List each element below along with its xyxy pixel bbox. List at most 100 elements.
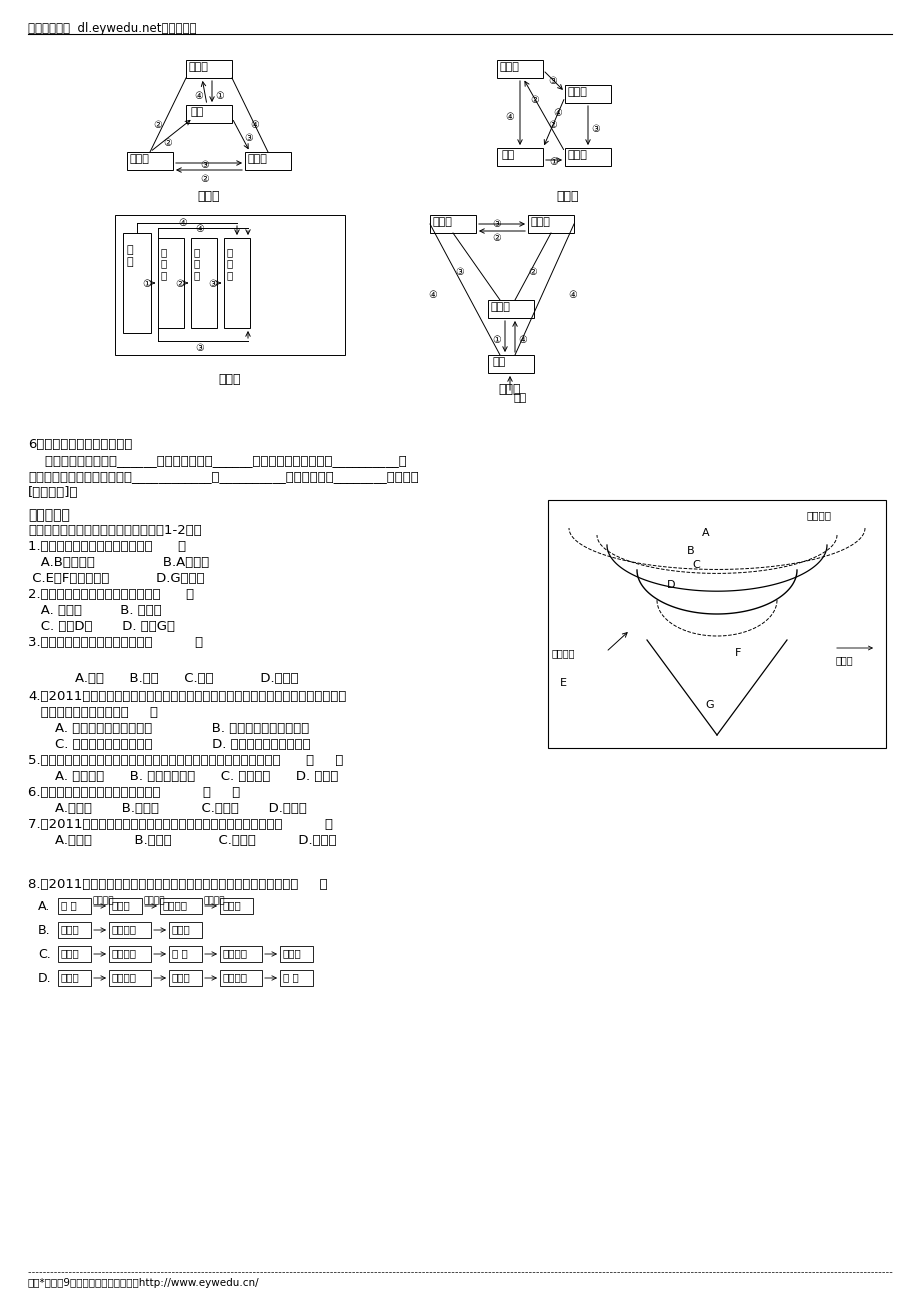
Text: 大气上界: 大气上界	[806, 510, 831, 519]
Text: ④: ④	[427, 290, 437, 299]
Text: 岩浆岩: 岩浆岩	[491, 302, 510, 312]
Text: 岩 浆: 岩 浆	[283, 973, 299, 982]
Text: 变质岩: 变质岩	[433, 217, 452, 227]
Bar	[279, 947, 312, 962]
Text: ③: ③	[455, 267, 463, 277]
Text: 岩
浆
岩: 岩 浆 岩	[161, 247, 167, 280]
Bar	[496, 60, 542, 78]
Text: ②: ②	[528, 267, 536, 277]
Text: C: C	[691, 560, 699, 570]
Text: 右图为地球圈层结构示意图，读图完成1-2题。: 右图为地球圈层结构示意图，读图完成1-2题。	[28, 523, 201, 536]
Text: 4.（2011年盐城学业水平测试）地球的外部圈层可以分为大气圈、水圈和生物圈。其: 4.（2011年盐城学业水平测试）地球的外部圈层可以分为大气圈、水圈和生物圈。其	[28, 690, 346, 703]
Text: E: E	[560, 678, 566, 687]
Text: 变式四: 变式四	[498, 383, 521, 396]
Bar	[564, 85, 610, 103]
Text: ②: ②	[163, 138, 172, 148]
Text: 地幔: 地幔	[514, 393, 527, 404]
Text: 7.（2011年宜兴学业水平测试）下列岩石是由外力作用形成的是（          ）: 7.（2011年宜兴学业水平测试）下列岩石是由外力作用形成的是（ ）	[28, 818, 333, 831]
Text: 重熔再生: 重熔再生	[112, 948, 137, 958]
Bar	[58, 898, 91, 914]
Bar	[58, 947, 91, 962]
Bar	[108, 898, 142, 914]
Bar	[220, 898, 253, 914]
Text: 6.具有岩层和含有化石的岩石类型是          （     ）: 6.具有岩层和含有化石的岩石类型是 （ ）	[28, 786, 240, 799]
Text: A.地壳      B.地幔      C.地核           D.岩石圈: A.地壳 B.地幔 C.地核 D.岩石圈	[75, 672, 299, 685]
Text: 实现了地区间之、圈层之间的____________和__________，从而改变了________的环境。: 实现了地区间之、圈层之间的____________和__________，从而改…	[28, 470, 418, 483]
Text: ②: ②	[548, 120, 556, 130]
Text: ③: ③	[208, 279, 217, 289]
Text: 教师*全科【9门】：免注册，不收费！http://www.eywedu.cn/: 教师*全科【9门】：免注册，不收费！http://www.eywedu.cn/	[28, 1279, 259, 1288]
Bar	[279, 970, 312, 986]
Text: 沉积岩: 沉积岩	[567, 87, 587, 98]
Bar	[108, 922, 151, 937]
Text: C.E、F合为岩石圈           D.G为地核: C.E、F合为岩石圈 D.G为地核	[28, 572, 204, 585]
Text: 沉积岩: 沉积岩	[61, 973, 80, 982]
Bar	[496, 148, 542, 165]
Text: 变质岩: 变质岩	[172, 973, 190, 982]
Text: 变质岩: 变质岩	[499, 62, 519, 72]
Text: 变质岩: 变质岩	[222, 900, 242, 910]
Text: ②: ②	[492, 233, 500, 243]
Text: ①: ①	[142, 279, 151, 289]
Text: 8.（2011年溧水学业水平测试）关于地壳物质循环过程的正确叙述是（     ）: 8.（2011年溧水学业水平测试）关于地壳物质循环过程的正确叙述是（ ）	[28, 878, 327, 891]
Text: 岩浆岩: 岩浆岩	[61, 924, 80, 934]
Text: 岩浆: 岩浆	[191, 107, 204, 117]
Text: ③: ③	[590, 124, 599, 134]
Text: ②: ②	[175, 279, 184, 289]
Text: ④: ④	[552, 108, 562, 118]
Text: 沉积作用: 沉积作用	[93, 896, 114, 905]
Text: 变质作用: 变质作用	[112, 924, 137, 934]
Text: D.: D.	[38, 973, 51, 986]
Text: 沉积岩: 沉积岩	[130, 154, 150, 164]
Text: 重熔再生: 重熔再生	[163, 900, 187, 910]
Text: ③: ③	[548, 76, 556, 86]
Text: G: G	[704, 700, 713, 710]
Text: ④: ④	[505, 112, 513, 122]
Text: ④: ④	[195, 224, 203, 234]
Bar	[115, 215, 345, 355]
Text: ③: ③	[199, 160, 209, 171]
Text: 沉积岩: 沉积岩	[112, 900, 130, 910]
Text: 中地球上的水圈是一个（     ）: 中地球上的水圈是一个（ ）	[28, 706, 158, 719]
Text: A.喷出岩       B.侵入岩          C.沉积岩       D.变质岩: A.喷出岩 B.侵入岩 C.沉积岩 D.变质岩	[55, 802, 307, 815]
Text: ①: ①	[549, 158, 557, 167]
Text: A.花岗岩          B.玄武岩           C.沉积岩          D.变质岩: A.花岗岩 B.玄武岩 C.沉积岩 D.变质岩	[55, 835, 336, 848]
Bar	[487, 299, 533, 318]
Text: 变
质
岩: 变 质 岩	[227, 247, 233, 280]
Text: ③: ③	[244, 133, 253, 143]
Text: 变式三: 变式三	[219, 372, 241, 385]
Bar	[169, 970, 202, 986]
Text: B: B	[686, 546, 694, 556]
Text: A: A	[701, 529, 709, 538]
Text: D: D	[666, 579, 675, 590]
Bar	[186, 60, 232, 78]
Text: 岩
浆: 岩 浆	[127, 245, 133, 267]
Text: ③: ③	[195, 342, 203, 353]
Bar	[58, 922, 91, 937]
Text: C. 连续的，有规则的圈层              D. 不连续，不规则的圈层: C. 连续的，有规则的圈层 D. 不连续，不规则的圈层	[55, 738, 311, 751]
Bar	[220, 970, 262, 986]
Text: 3.地球内部圈层中厚度最小的是（          ）: 3.地球内部圈层中厚度最小的是（ ）	[28, 635, 203, 648]
Text: A. 不连续，有规则的圈层              B. 连续的，不规则的圈层: A. 不连续，有规则的圈层 B. 连续的，不规则的圈层	[55, 723, 309, 736]
Bar	[487, 355, 533, 372]
Text: A.: A.	[38, 900, 51, 913]
Text: F: F	[734, 648, 741, 658]
Text: ①: ①	[492, 335, 500, 345]
Text: 岩 浆: 岩 浆	[172, 948, 187, 958]
Bar	[127, 152, 173, 171]
Text: 软流层: 软流层	[835, 655, 853, 665]
Bar	[158, 238, 184, 328]
Text: C.: C.	[38, 948, 51, 961]
Text: 一、选择题: 一、选择题	[28, 508, 70, 522]
Text: ②: ②	[153, 120, 162, 130]
Text: ④: ④	[194, 91, 202, 102]
Text: 1.关于图中各圈层的正确叙述是（      ）: 1.关于图中各圈层的正确叙述是（ ）	[28, 540, 186, 553]
Text: 形成了地球上丰富的______；改变了地表的______；塑造成了千姿百态的__________；: 形成了地球上丰富的______；改变了地表的______；塑造成了千姿百态的__…	[28, 454, 406, 467]
Text: 重熔再生: 重熔再生	[144, 896, 165, 905]
Bar	[220, 947, 262, 962]
Text: ④: ④	[177, 217, 187, 228]
Text: 重熔再生: 重熔再生	[222, 973, 248, 982]
Text: 岩浆岩: 岩浆岩	[188, 62, 209, 72]
Text: A. 生物循环      B. 地壳物质循环      C. 大气环流      D. 水循环: A. 生物循环 B. 地壳物质循环 C. 大气环流 D. 水循环	[55, 769, 338, 783]
Text: 莫霍界面: 莫霍界面	[551, 648, 575, 658]
